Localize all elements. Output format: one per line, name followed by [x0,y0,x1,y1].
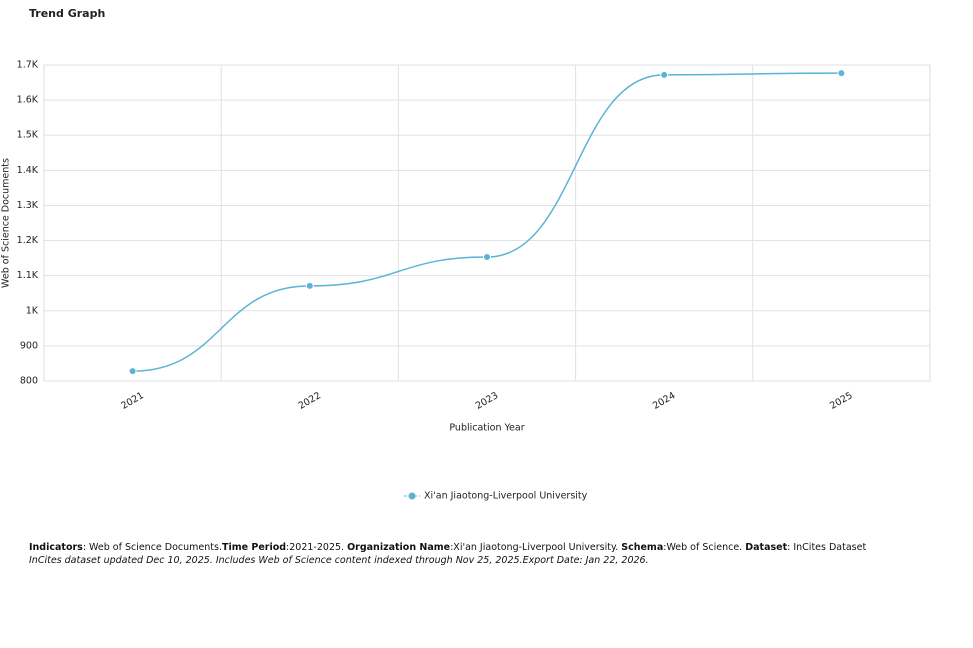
chart: Trend Graph Publication Year Web of Scie… [1,7,931,502]
y-tick-label: 1.4K [17,165,39,176]
footer-indicators: Indicators: Web of Science Documents.Tim… [29,541,866,554]
y-tick-label: 1.1K [17,270,39,281]
data-point [128,367,137,376]
y-tick-label: 1.6K [17,95,39,106]
footer-label: Dataset [745,542,788,553]
footer-label: Organization Name [347,542,451,553]
y-tick-label: 1.2K [17,235,39,246]
data-point [305,281,314,290]
footer-label: Schema [621,542,664,553]
legend-marker [408,492,416,500]
footer-value: :2021-2025. [286,542,348,553]
y-tick-label: 900 [20,340,38,351]
footer-label: Time Period [221,542,287,553]
y-tick-label: 1.5K [17,130,39,141]
x-tick-label: 2023 [474,390,500,412]
x-tick-label: 2022 [297,390,323,412]
data-point [483,253,491,262]
data-point [837,69,846,78]
series-line [132,72,842,372]
footer-value: :Web of Science. [663,542,746,553]
plot-area [43,64,931,382]
y-axis-title: Web of Science Documents [1,158,12,288]
data-point [660,70,669,79]
legend-label: Xi'an Jiaotong-Liverpool University [424,491,588,502]
footer: Indicators: Web of Science Documents.Tim… [29,541,866,567]
footer-value: : InCites Dataset [787,542,867,553]
footer-value: : Web of Science Documents. [82,542,222,553]
y-tick-label: 800 [20,376,38,387]
x-tick-label: 2021 [119,390,145,412]
footer-label: Indicators [29,542,83,553]
y-tick-label: 1.3K [17,200,39,211]
footer-value: :Xi'an Jiaotong-Liverpool University. [450,542,622,553]
chart-title: Trend Graph [29,7,105,20]
x-tick-label: 2025 [828,390,854,412]
footer-note: InCites dataset updated Dec 10, 2025. In… [29,555,649,566]
y-tick-label: 1.7K [17,60,39,71]
y-tick-label: 1K [26,305,39,316]
x-axis-title: Publication Year [449,423,524,434]
x-tick-label: 2024 [651,390,677,412]
